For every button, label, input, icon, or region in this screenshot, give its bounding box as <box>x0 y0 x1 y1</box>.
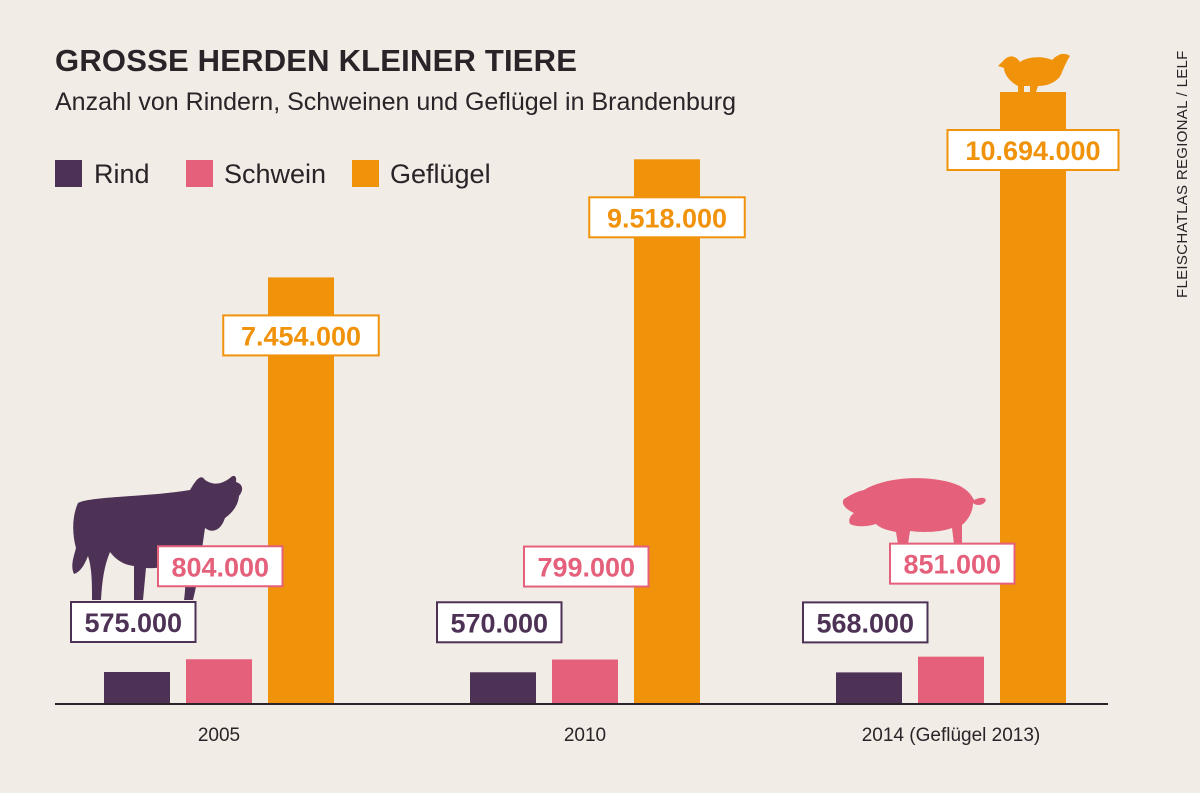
legend-label-rind: Rind <box>94 159 150 189</box>
chart-title: GROSSE HERDEN KLEINER TIERE <box>55 43 577 78</box>
bar-rind-2 <box>836 672 902 704</box>
animal-icons <box>72 53 1070 600</box>
bar-rind-1 <box>470 672 536 704</box>
value-label-gefluegel-0: 7.454.000 <box>222 314 380 357</box>
value-label-schwein-1: 799.000 <box>523 545 650 588</box>
value-label-text: 7.454.000 <box>241 321 361 351</box>
cow-icon <box>72 475 243 600</box>
value-label-text: 568.000 <box>816 608 914 638</box>
source-note: FLEISCHATLAS REGIONAL / LELF <box>1174 50 1191 298</box>
x-tick-label-1: 2010 <box>564 725 606 746</box>
legend-swatch-schwein <box>186 160 213 187</box>
bar-rind-0 <box>104 672 170 704</box>
value-label-schwein-0: 804.000 <box>157 545 284 588</box>
legend: Rind Schwein Geflügel <box>55 159 491 189</box>
value-label-text: 10.694.000 <box>965 136 1100 166</box>
bars <box>104 92 1066 704</box>
bar-schwein-1 <box>552 659 618 704</box>
chicken-icon <box>998 53 1070 92</box>
value-label-text: 851.000 <box>903 550 1001 580</box>
value-label-schwein-2: 851.000 <box>889 542 1016 585</box>
bar-schwein-0 <box>186 659 252 704</box>
bar-gefluegel-2 <box>1000 92 1066 704</box>
x-axis-ticks: 2005 2010 2014 (Geflügel 2013) <box>198 725 1040 746</box>
x-tick-label-0: 2005 <box>198 725 240 746</box>
value-label-text: 9.518.000 <box>607 203 727 233</box>
value-labels: 575.000 804.000 7.454.000 570.000 799.000 9.5… <box>70 129 1120 644</box>
legend-swatch-rind <box>55 160 82 187</box>
value-label-gefluegel-2: 10.694.000 <box>946 129 1120 171</box>
pig-icon <box>842 478 986 544</box>
value-label-rind-1: 570.000 <box>436 601 563 644</box>
legend-label-gefluegel: Geflügel <box>390 159 491 189</box>
bar-schwein-2 <box>918 656 984 704</box>
bar-gefluegel-1 <box>634 159 700 704</box>
legend-label-schwein: Schwein <box>224 159 326 189</box>
chart-subtitle: Anzahl von Rindern, Schweinen und Geflüg… <box>55 88 736 116</box>
value-label-text: 575.000 <box>84 608 182 638</box>
value-label-gefluegel-1: 9.518.000 <box>588 196 746 239</box>
value-label-text: 799.000 <box>537 553 635 583</box>
legend-swatch-gefluegel <box>352 160 379 187</box>
value-label-rind-0: 575.000 <box>70 601 197 643</box>
x-tick-label-2: 2014 (Geflügel 2013) <box>862 725 1041 746</box>
value-label-rind-2: 568.000 <box>802 601 929 644</box>
value-label-text: 570.000 <box>450 608 548 638</box>
value-label-text: 804.000 <box>171 552 269 582</box>
